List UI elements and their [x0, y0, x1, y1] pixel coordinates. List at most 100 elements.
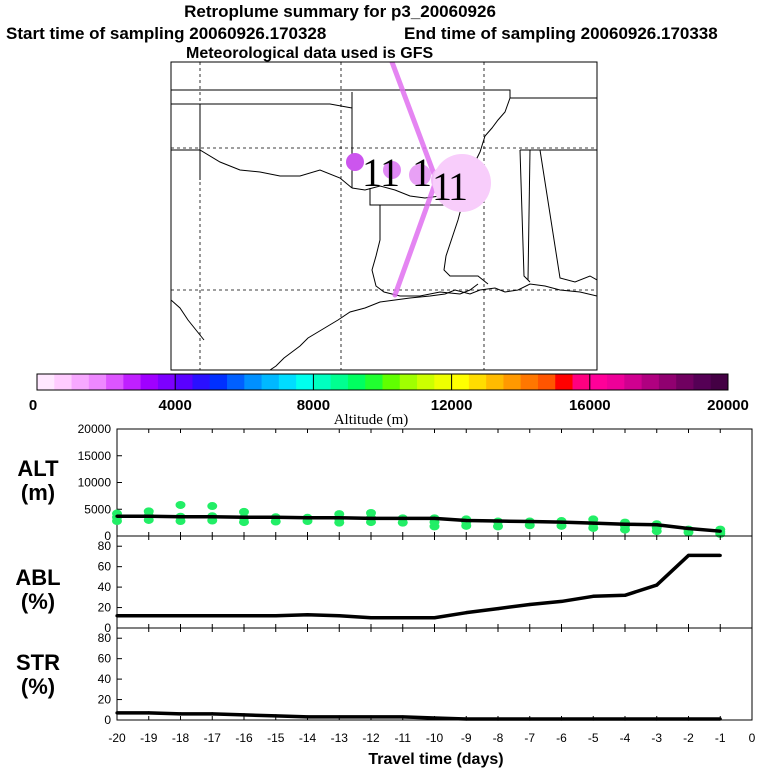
colorbar-swatch — [658, 374, 677, 390]
series-point — [178, 614, 183, 618]
y-tick-label: 20000 — [78, 422, 112, 436]
colorbar-swatch — [693, 374, 712, 390]
x-tick-label: -10 — [426, 731, 444, 745]
series-point — [623, 717, 627, 721]
colorbar-swatch — [313, 374, 332, 390]
panel-unit-label: (%) — [21, 589, 55, 614]
series-point — [464, 611, 468, 615]
x-tick-label: -7 — [524, 731, 535, 745]
start-time-text: Start time of sampling 20060926.170328 — [6, 24, 327, 43]
scatter-point — [207, 502, 218, 511]
colorbar-swatch — [503, 374, 522, 390]
panel-unit-label: (m) — [21, 480, 55, 505]
colorbar-swatch — [227, 374, 245, 390]
colorbar-swatch — [54, 374, 73, 390]
colorbar-swatch — [434, 374, 453, 390]
plume-marker — [433, 154, 491, 212]
x-tick-label: -18 — [172, 731, 190, 745]
series-point — [528, 602, 532, 607]
y-tick-label: 40 — [98, 672, 112, 686]
series-point — [718, 717, 722, 721]
colorbar-axis-title: Altitude (m) — [334, 412, 409, 428]
colorbar-swatch — [244, 374, 263, 390]
colorbar-swatch — [624, 374, 643, 390]
series-point — [686, 717, 691, 721]
series-point — [432, 516, 437, 520]
x-tick-label: -3 — [651, 731, 662, 745]
series-point — [242, 713, 246, 717]
panel-label: ALT — [17, 456, 59, 481]
series-line — [117, 514, 721, 533]
series-point — [655, 523, 659, 527]
y-tick-label: 10000 — [78, 476, 112, 490]
series-point — [401, 715, 405, 719]
y-tick-label: 80 — [98, 539, 112, 553]
x-tick-label: 0 — [749, 731, 756, 745]
scatter-point — [175, 500, 186, 509]
y-tick-label: 20 — [98, 693, 112, 707]
x-tick-label: -16 — [235, 731, 253, 745]
series-point — [559, 599, 564, 604]
colorbar-tick-label: 4000 — [159, 397, 192, 414]
colorbar-swatch — [676, 374, 694, 390]
series-point — [432, 616, 437, 620]
colorbar-swatch — [468, 374, 487, 390]
map-grid — [171, 62, 597, 370]
series-point — [147, 614, 151, 618]
colorbar-swatch — [37, 374, 55, 390]
plume-marker-label: 1 — [380, 150, 400, 195]
y-tick-label: 0 — [104, 529, 111, 543]
colorbar-swatch — [641, 374, 660, 390]
colorbar-tick-label: 8000 — [297, 397, 330, 414]
series-point — [718, 529, 722, 533]
colorbar-swatch — [589, 374, 608, 390]
colorbar-swatch — [710, 374, 729, 390]
y-tick-label: 20 — [98, 601, 112, 615]
panel-unit-label: (%) — [21, 674, 55, 699]
colorbar-swatch — [106, 374, 124, 390]
series-point — [274, 714, 278, 718]
series-point — [464, 717, 468, 721]
plume-marker-label: 1 — [412, 150, 432, 195]
colorbar-tick-label: 12000 — [431, 397, 473, 414]
colorbar-swatch — [399, 374, 418, 390]
series-point — [147, 711, 151, 715]
x-tick-label: -12 — [362, 731, 380, 745]
series-point — [496, 606, 500, 611]
series-point — [496, 519, 500, 523]
series-point — [274, 614, 278, 618]
x-tick-label: -2 — [683, 731, 694, 745]
colorbar-swatch — [417, 374, 435, 390]
chart-title: Retroplume summary for p3_20060926 — [184, 2, 496, 21]
series-point — [210, 515, 214, 519]
plume-markers: 1 1 1 1 1 — [346, 150, 491, 212]
colorbar-swatch — [157, 374, 176, 390]
series-point — [401, 616, 405, 620]
series-point — [305, 715, 310, 719]
x-tick-label: -20 — [108, 731, 126, 745]
plume-marker-label: 1 — [448, 164, 468, 209]
colorbar-swatch — [572, 374, 591, 390]
plume-marker — [346, 153, 364, 171]
y-tick-label: 40 — [98, 580, 112, 594]
series-point — [623, 593, 627, 597]
x-tick-label: -9 — [461, 731, 472, 745]
colorbar-tick-labels: 0 4000 8000 12000 16000 20000 — [29, 397, 749, 414]
panel-frame — [116, 627, 753, 721]
x-tick-label: -1 — [715, 731, 726, 745]
series-line — [117, 553, 721, 620]
end-time-text: End time of sampling 20060926.170338 — [404, 24, 718, 43]
colorbar-swatch — [88, 374, 107, 390]
colorbar-swatch — [365, 374, 383, 390]
map-boundaries — [171, 89, 597, 341]
colorbar-swatch — [382, 374, 401, 390]
series-point — [686, 553, 691, 558]
x-tick-label: -8 — [493, 731, 504, 745]
y-tick-label: 0 — [104, 713, 111, 727]
series-point — [528, 519, 532, 524]
series-point — [432, 716, 437, 720]
series-point — [496, 717, 500, 721]
series-point — [559, 717, 564, 721]
